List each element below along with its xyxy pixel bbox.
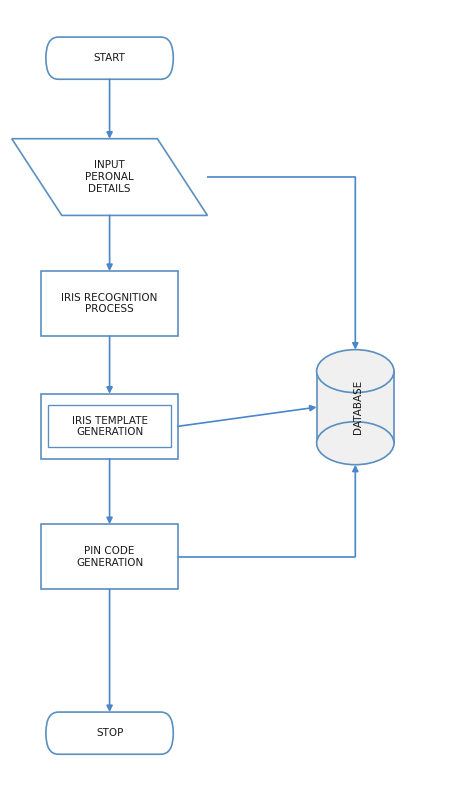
Text: START: START [94, 54, 126, 63]
Bar [41, 524, 178, 590]
Text: STOP: STOP [96, 728, 123, 738]
Bar [317, 371, 394, 443]
Text: DATABASE: DATABASE [353, 380, 363, 435]
Ellipse shape [317, 422, 394, 465]
Text: INPUT
PERONAL
DETAILS: INPUT PERONAL DETAILS [85, 161, 134, 193]
Bar [48, 405, 171, 447]
Text: IRIS TEMPLATE
GENERATION: IRIS TEMPLATE GENERATION [72, 415, 147, 437]
Bar [41, 394, 178, 459]
Text: IRIS RECOGNITION
PROCESS: IRIS RECOGNITION PROCESS [62, 292, 158, 315]
Bar [41, 271, 178, 336]
Text: PIN CODE
GENERATION: PIN CODE GENERATION [76, 546, 143, 567]
Polygon shape [12, 139, 208, 216]
FancyBboxPatch shape [46, 37, 173, 79]
Ellipse shape [317, 350, 394, 392]
FancyBboxPatch shape [46, 712, 173, 754]
